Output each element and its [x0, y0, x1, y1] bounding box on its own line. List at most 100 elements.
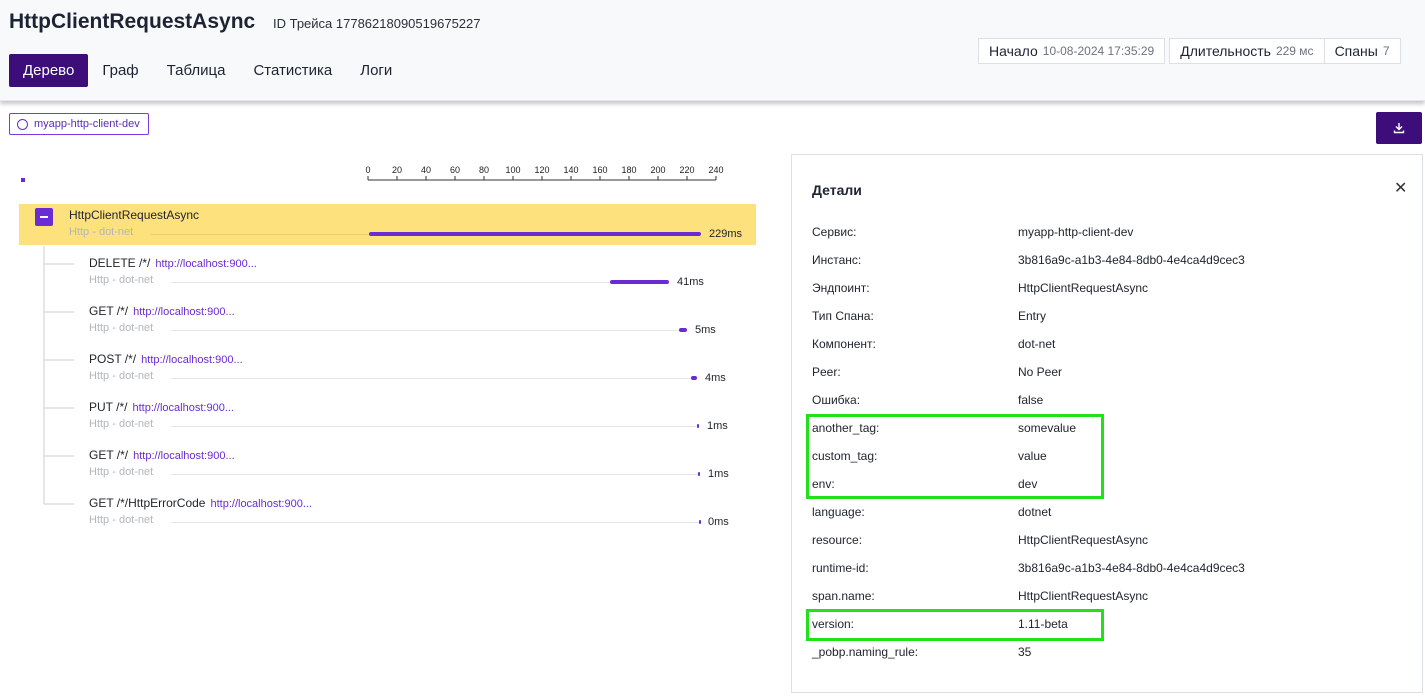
- span-duration-bar[interactable]: [610, 280, 669, 284]
- span-link[interactable]: http://localhost:900...: [133, 306, 235, 318]
- detail-row: env: dev: [812, 477, 1402, 495]
- highlight-tags-box: [806, 414, 1104, 499]
- detail-key: version:: [812, 617, 855, 631]
- detail-value: 35: [1018, 645, 1032, 659]
- tab-tree[interactable]: Дерево: [9, 54, 89, 87]
- collapse-toggle[interactable]: [35, 208, 53, 226]
- span-name: GET /*/: [89, 448, 129, 462]
- detail-key: Эндпоинт:: [812, 281, 870, 295]
- axis-tick-label: 20: [391, 165, 402, 175]
- span-duration-bar[interactable]: [679, 328, 687, 332]
- axis-tick-label: 80: [478, 165, 489, 175]
- detail-value: dot-net: [1018, 337, 1056, 351]
- spans-value: 7: [1382, 44, 1390, 58]
- tab-graph[interactable]: Граф: [102, 62, 139, 79]
- view-tabs: Дерево Граф Таблица Статистика Логи: [9, 54, 406, 87]
- start-value: 10-08-2024 17:35:29: [1042, 44, 1155, 58]
- detail-value: 3b816a9c-a1b3-4e84-8db0-4e4ca4d9cec3: [1018, 253, 1245, 267]
- detail-value: HttpClientRequestAsync: [1018, 533, 1149, 547]
- download-button[interactable]: [1376, 112, 1422, 144]
- span-row-name[interactable]: PUT /*/ http://localhost:900...: [89, 400, 234, 414]
- span-duration-bar[interactable]: [698, 472, 700, 476]
- span-duration-label: 1ms: [707, 420, 728, 432]
- details-panel: Детали ✕ Сервис: myapp-http-client-dev Инс…: [791, 154, 1423, 693]
- detail-value: dotnet: [1018, 505, 1052, 519]
- start-label: Начало: [989, 43, 1038, 59]
- detail-row: span.name: HttpClientRequestAsync: [812, 589, 1402, 607]
- span-row-name[interactable]: GET /*/HttpErrorCode http://localhost:900…: [89, 496, 312, 510]
- detail-value: myapp-http-client-dev: [1018, 225, 1134, 239]
- span-component: Http - dot-net: [89, 370, 154, 382]
- span-row-name[interactable]: GET /*/ http://localhost:900...: [89, 304, 235, 318]
- span-link[interactable]: http://localhost:900...: [210, 498, 312, 510]
- span-baseline: [151, 234, 369, 235]
- span-row-name[interactable]: DELETE /*/ http://localhost:900...: [89, 256, 257, 270]
- detail-value: HttpClientRequestAsync: [1018, 589, 1149, 603]
- detail-row: Эндпоинт: HttpClientRequestAsync: [812, 281, 1402, 299]
- detail-key: Ошибка:: [812, 393, 861, 407]
- span-duration-bar[interactable]: [697, 424, 699, 428]
- root-marker: [21, 178, 25, 182]
- detail-key: Peer:: [812, 365, 841, 379]
- axis-tick-label: 240: [708, 165, 724, 175]
- span-name: HttpClientRequestAsync: [69, 208, 200, 222]
- span-row-name[interactable]: HttpClientRequestAsync: [69, 208, 199, 222]
- axis-tick-label: 140: [563, 165, 579, 175]
- duration-stat: Длительность 229 мс: [1169, 38, 1324, 64]
- axis-tick-label: 120: [534, 165, 550, 175]
- axis-tick-label: 220: [679, 165, 695, 175]
- span-duration-label: 41ms: [677, 276, 704, 288]
- span-link[interactable]: http://localhost:900...: [133, 450, 235, 462]
- detail-key: Компонент:: [812, 337, 876, 351]
- close-icon[interactable]: ✕: [1394, 180, 1408, 197]
- detail-row: Инстанс: 3b816a9c-a1b3-4e84-8db0-4e4ca4d9…: [812, 253, 1402, 271]
- span-duration-bar[interactable]: [699, 520, 701, 524]
- circle-icon: [17, 118, 28, 130]
- span-duration-label: 229ms: [709, 228, 743, 240]
- selected-span-row[interactable]: [19, 204, 756, 245]
- detail-value: HttpClientRequestAsync: [1018, 281, 1149, 295]
- tab-statistics[interactable]: Статистика: [253, 62, 333, 79]
- span-duration-bar[interactable]: [691, 376, 697, 380]
- span-link[interactable]: http://localhost:900...: [155, 258, 257, 270]
- axis-tick-label: 180: [621, 165, 637, 175]
- details-title: Детали: [812, 182, 862, 198]
- detail-value: 1.11-beta: [1018, 617, 1068, 631]
- span-baseline: [171, 330, 679, 331]
- axis-tick-label: 40: [420, 165, 431, 175]
- span-duration-bar[interactable]: [369, 232, 701, 236]
- tab-table[interactable]: Таблица: [166, 62, 226, 79]
- detail-key: _pobp.naming_rule:: [812, 645, 919, 659]
- span-baseline: [171, 282, 610, 283]
- span-component: Http - dot-net: [89, 322, 154, 334]
- download-icon: [1393, 123, 1405, 134]
- start-stat: Начало 10-08-2024 17:35:29: [978, 38, 1166, 64]
- span-link[interactable]: http://localhost:900...: [141, 354, 243, 366]
- detail-row: Компонент: dot-net: [812, 337, 1402, 355]
- detail-key: Сервис:: [812, 225, 857, 239]
- spans-stat: Спаны 7: [1323, 38, 1401, 64]
- span-component: Http - dot-net: [89, 466, 154, 478]
- span-row-name[interactable]: GET /*/ http://localhost:900...: [89, 448, 235, 462]
- detail-key: Инстанс:: [812, 253, 862, 267]
- span-baseline: [171, 474, 698, 475]
- tab-logs[interactable]: Логи: [360, 62, 393, 79]
- span-link[interactable]: http://localhost:900...: [132, 402, 234, 414]
- detail-key: runtime-id:: [812, 561, 869, 575]
- detail-key: resource:: [812, 533, 863, 547]
- detail-row: _pobp.naming_rule: 35: [812, 645, 1402, 663]
- span-baseline: [171, 426, 697, 427]
- detail-value: Entry: [1018, 309, 1047, 323]
- span-duration-label: 0ms: [708, 516, 729, 528]
- page-title: HttpClientRequestAsync: [9, 10, 256, 33]
- trace-id: ID Трейса 17786218090519675227: [273, 16, 481, 31]
- span-row-name[interactable]: POST /*/ http://localhost:900...: [89, 352, 243, 366]
- detail-value: No Peer: [1018, 365, 1063, 379]
- span-duration-label: 4ms: [705, 372, 726, 384]
- duration-label: Длительность: [1180, 43, 1271, 59]
- span-duration-label: 1ms: [708, 468, 729, 480]
- span-tree: 0 20 40 60 80 100 120 140 160 180 200 220 240 HttpCl…: [0, 150, 780, 570]
- detail-key: env:: [812, 477, 835, 491]
- detail-key: another_tag:: [812, 421, 880, 435]
- service-tag[interactable]: myapp-http-client-dev: [9, 113, 149, 135]
